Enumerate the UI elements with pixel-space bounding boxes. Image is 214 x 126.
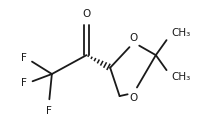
Text: O: O bbox=[82, 9, 91, 19]
Text: O: O bbox=[130, 93, 138, 103]
Text: CH₃: CH₃ bbox=[172, 28, 191, 38]
Text: F: F bbox=[46, 106, 52, 116]
Text: CH₃: CH₃ bbox=[172, 72, 191, 82]
Text: F: F bbox=[21, 53, 27, 63]
Text: O: O bbox=[130, 33, 138, 43]
Text: F: F bbox=[21, 78, 27, 88]
